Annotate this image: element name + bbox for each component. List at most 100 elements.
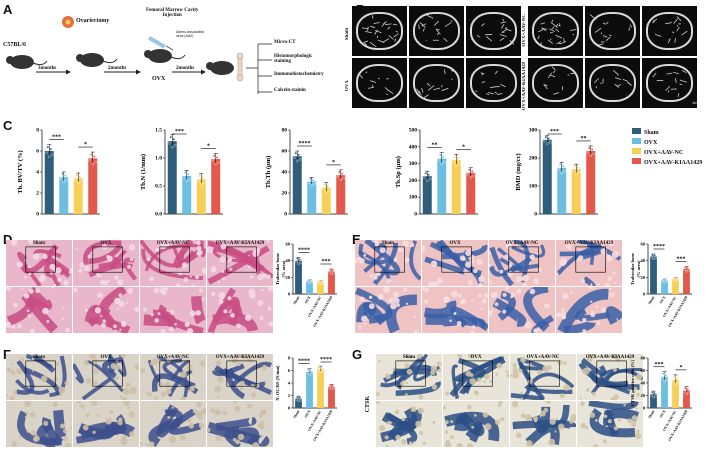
data-point: [318, 280, 321, 283]
data-point: [684, 266, 687, 269]
data-point: [297, 262, 300, 265]
data-point: [662, 372, 665, 375]
y-tick-label: 0: [534, 212, 537, 218]
data-point: [295, 159, 299, 163]
histology-image: [140, 287, 206, 333]
y-tick-label: 0: [288, 292, 291, 297]
histology-image: OVX+AAV-KIAA1429: [207, 354, 273, 400]
data-point: [452, 160, 455, 164]
bar: [59, 177, 69, 214]
data-point: [45, 151, 48, 155]
cortical-ring: [646, 12, 693, 50]
y-axis-label: CTSK positive cells (%): [630, 359, 635, 406]
data-point: [46, 145, 50, 149]
data-point: [443, 160, 446, 164]
data-point: [336, 175, 340, 178]
cortical-ring: [589, 12, 636, 50]
data-point: [321, 369, 324, 373]
tissue-texture: [140, 355, 206, 400]
histology-image: [73, 401, 139, 447]
tissue-texture: [143, 287, 206, 333]
bar: [336, 175, 346, 214]
y-tick-label: 300: [529, 128, 538, 134]
data-point: [586, 151, 590, 154]
data-point: [307, 279, 310, 282]
data-point: [457, 162, 461, 166]
data-point: [310, 183, 313, 187]
bar: [328, 386, 335, 408]
x-tick-label: OVX: [304, 295, 312, 304]
histology-image: [140, 401, 206, 447]
cortical-ring: [532, 64, 579, 102]
bar: [672, 379, 679, 408]
data-point: [49, 147, 52, 151]
tissue-texture: [207, 240, 273, 285]
y-tick-label: 0: [284, 212, 287, 218]
group-label: OVX+AAV-KIAA1429: [585, 355, 635, 360]
data-point: [683, 268, 686, 271]
bar: [211, 159, 221, 214]
group-label: OVX+AAV-KIAA1429: [215, 355, 265, 360]
data-point: [65, 179, 68, 182]
group-label: OVX: [470, 355, 482, 360]
bar: [317, 282, 324, 294]
data-point: [330, 387, 333, 391]
tissue-texture: [6, 354, 69, 400]
data-point: [685, 392, 688, 396]
data-point: [340, 172, 344, 175]
histology-image: OVX: [73, 240, 139, 286]
data-point: [428, 177, 432, 181]
data-point: [662, 278, 665, 281]
data-point: [91, 162, 95, 166]
bar: [328, 271, 335, 294]
data-point: [672, 380, 675, 383]
trabecular-network: [476, 18, 515, 45]
histology-image: [577, 401, 643, 447]
data-point: [546, 142, 549, 145]
y-axis-label: (% area): [636, 260, 641, 278]
significance-label: ****: [653, 244, 665, 250]
data-point: [293, 156, 296, 160]
y-tick-label: 20: [641, 393, 646, 398]
trabecular-network: [543, 66, 576, 95]
group-label: Sham: [32, 241, 46, 246]
data-point: [94, 160, 97, 164]
data-point: [307, 181, 311, 184]
data-point: [182, 176, 186, 179]
tissue-texture: [445, 354, 509, 399]
data-point: [573, 164, 577, 168]
assay-label: Immunohistochemistry: [274, 72, 324, 77]
cortical-ring: [470, 64, 517, 102]
tissue-texture: [510, 356, 575, 400]
y-tick-label: 100: [529, 184, 538, 190]
cortical-ring: [356, 64, 403, 102]
data-point: [78, 175, 81, 178]
bar: [321, 187, 331, 214]
data-point: [63, 174, 67, 177]
data-point: [213, 154, 216, 158]
microct-image: [585, 58, 640, 108]
data-point: [331, 384, 334, 388]
data-point: [673, 276, 676, 280]
data-point: [437, 159, 441, 162]
bar: [317, 369, 324, 408]
bar: [196, 179, 206, 214]
y-tick-label: 8: [288, 356, 291, 361]
cortical-ring: [589, 64, 636, 102]
microct-image: [642, 6, 697, 56]
zoom-box: [395, 360, 426, 387]
data-point: [168, 141, 171, 145]
group-label: OVX+AAV-NC: [505, 241, 539, 246]
group-label: OVX: [100, 355, 112, 360]
data-point: [313, 182, 316, 186]
tissue-texture: [207, 401, 270, 447]
data-point: [298, 158, 302, 161]
trabecular-network: [652, 70, 687, 97]
histology-image: [556, 287, 622, 333]
data-point: [686, 266, 689, 270]
data-point: [339, 178, 342, 182]
microct-image: [409, 58, 464, 108]
zoom-box: [575, 246, 606, 273]
data-point: [427, 173, 430, 176]
data-point: [75, 173, 79, 177]
